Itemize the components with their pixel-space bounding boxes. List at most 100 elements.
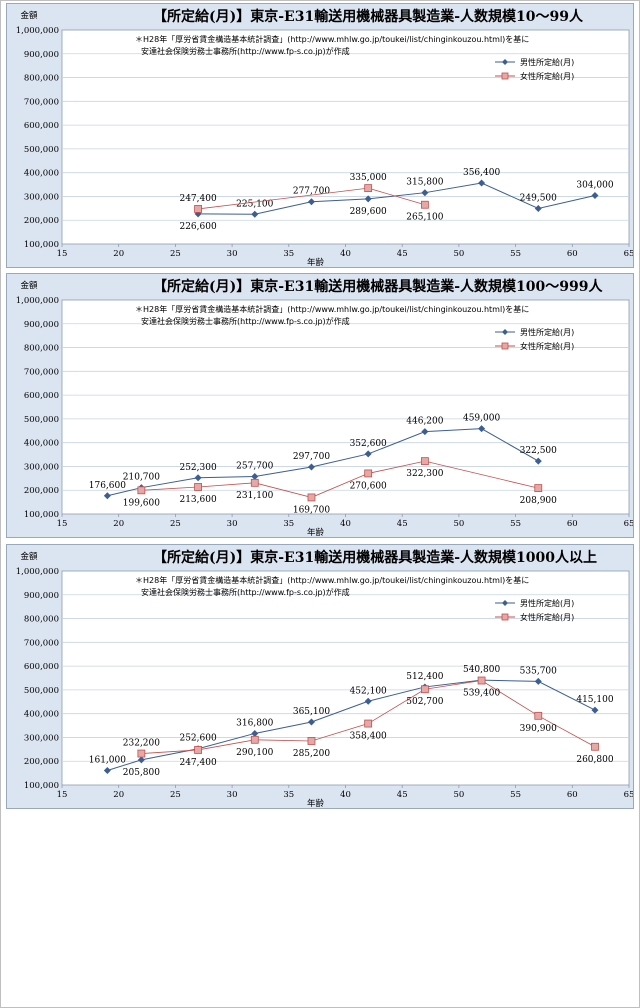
y-tick-label: 1,000,000 — [16, 567, 59, 577]
x-tick-label: 20 — [113, 790, 124, 800]
x-tick-label: 40 — [340, 519, 351, 529]
chart-title: 【所定給(月)】東京-E31輸送用機械器具製造業-人数規模100～999人 — [153, 278, 603, 295]
data-label: 257,700 — [236, 462, 273, 472]
y-tick-label: 800,000 — [24, 74, 59, 84]
data-point-female — [420, 457, 429, 466]
data-point-female — [364, 184, 373, 193]
data-label: 539,400 — [463, 689, 500, 699]
x-tick-label: 25 — [170, 249, 181, 259]
source-note-line-1: ＊H28年「厚労省賃金構造基本統計調査」(http://www.mhlw.go.… — [135, 575, 529, 585]
data-label: 452,100 — [350, 686, 387, 696]
data-point-female — [534, 711, 543, 720]
legend-marker-square — [501, 342, 509, 350]
data-point-female — [591, 742, 599, 751]
x-tick-label: 30 — [227, 519, 238, 529]
legend-marker-square — [501, 72, 509, 80]
x-tick-label: 65 — [624, 519, 633, 529]
data-label: 358,400 — [350, 732, 387, 742]
y-tick-label: 500,000 — [24, 145, 59, 155]
data-label: 169,700 — [293, 505, 330, 515]
x-tick-label: 45 — [397, 790, 408, 800]
chart-panel-size-10-99: 100,000 200,000 300,000 400,000 500,000 600,0… — [6, 3, 634, 268]
data-label: 315,800 — [406, 178, 443, 188]
data-point-male — [591, 191, 599, 199]
plot-area — [61, 570, 630, 786]
data-point-male — [137, 756, 145, 764]
data-label: 289,600 — [350, 207, 387, 217]
data-label: 285,200 — [293, 749, 330, 759]
x-tick-label: 60 — [567, 790, 578, 800]
y-tick-label: 400,000 — [24, 710, 59, 720]
y-tick-label: 200,000 — [24, 216, 59, 226]
x-tick-label: 55 — [510, 790, 521, 800]
legend-entry: 男性所定給(月) — [520, 57, 574, 67]
chart-svg: 100,000 200,000 300,000 400,000 500,000 600,0… — [16, 278, 633, 537]
x-tick-label: 20 — [113, 519, 124, 529]
data-point-male — [251, 729, 259, 737]
chart-svg: 100,000 200,000 300,000 400,000 500,000 600,0… — [16, 549, 633, 808]
data-point-male — [364, 450, 372, 458]
data-label: 208,900 — [520, 496, 557, 506]
x-tick-label: 50 — [453, 249, 464, 259]
data-label: 365,100 — [293, 707, 330, 717]
data-point-male — [421, 189, 429, 197]
x-tick-label: 25 — [170, 790, 181, 800]
y-tick-label: 700,000 — [24, 367, 59, 377]
x-tick-label: 40 — [340, 249, 351, 259]
legend-entry: 女性所定給(月) — [520, 71, 574, 81]
x-tick-label: 60 — [567, 249, 578, 259]
data-label: 290,100 — [236, 748, 273, 758]
y-tick-label: 200,000 — [24, 486, 59, 496]
x-tick-label: 15 — [57, 790, 68, 800]
chart-panel-size-1000-plus: 100,000 200,000 300,000 400,000 500,000 600,0… — [6, 544, 634, 809]
x-axis-label: 年齢 — [307, 257, 325, 267]
data-label: 277,700 — [293, 187, 330, 197]
data-point-female — [137, 749, 146, 758]
data-point-female — [477, 676, 486, 685]
plot-area — [61, 29, 630, 245]
x-tick-label: 65 — [624, 790, 633, 800]
legend-entry: 女性所定給(月) — [520, 341, 574, 351]
data-label: 352,600 — [350, 439, 387, 449]
y-tick-label: 600,000 — [24, 121, 59, 131]
data-point-female — [194, 483, 202, 491]
legend-entry: 男性所定給(月) — [520, 598, 574, 608]
data-point-male — [364, 195, 372, 203]
data-label: 249,500 — [520, 193, 557, 203]
data-label: 225,100 — [236, 199, 273, 209]
x-tick-label: 20 — [113, 249, 124, 259]
data-label: 232,200 — [123, 739, 160, 749]
data-label: 176,600 — [89, 481, 126, 491]
data-label: 459,000 — [463, 414, 500, 424]
x-tick-label: 55 — [510, 519, 521, 529]
legend-marker-diamond — [502, 59, 508, 65]
data-point-male — [478, 179, 486, 187]
y-tick-label: 800,000 — [24, 344, 59, 354]
y-tick-label: 400,000 — [24, 439, 59, 449]
data-point-male — [194, 474, 202, 482]
data-point-female — [420, 685, 429, 694]
data-label: 205,800 — [123, 768, 160, 778]
source-note-line-2: 安達社会保険労務士事務所(http://www.fp-s.co.jp)が作成 — [141, 587, 350, 597]
y-tick-label: 900,000 — [24, 320, 59, 330]
data-label: 415,100 — [576, 695, 613, 705]
chart-panel-size-100-999: 100,000 200,000 300,000 400,000 500,000 600,0… — [6, 273, 634, 538]
legend-marker-diamond — [502, 329, 508, 335]
data-point-male — [251, 473, 259, 481]
source-note-line-2: 安達社会保険労務士事務所(http://www.fp-s.co.jp)が作成 — [141, 46, 350, 56]
x-tick-label: 60 — [567, 519, 578, 529]
data-point-male — [251, 210, 259, 218]
y-tick-label: 900,000 — [24, 50, 59, 60]
x-tick-label: 40 — [340, 790, 351, 800]
data-label: 247,400 — [179, 758, 216, 768]
x-tick-label: 55 — [510, 249, 521, 259]
x-tick-label: 45 — [397, 249, 408, 259]
y-tick-label: 200,000 — [24, 757, 59, 767]
legend-entry: 男性所定給(月) — [520, 327, 574, 337]
x-tick-label: 15 — [57, 519, 68, 529]
y-tick-label: 700,000 — [24, 638, 59, 648]
data-label: 270,600 — [350, 481, 387, 491]
x-tick-label: 65 — [624, 249, 633, 259]
data-label: 502,700 — [406, 697, 443, 707]
data-point-male — [103, 766, 111, 774]
